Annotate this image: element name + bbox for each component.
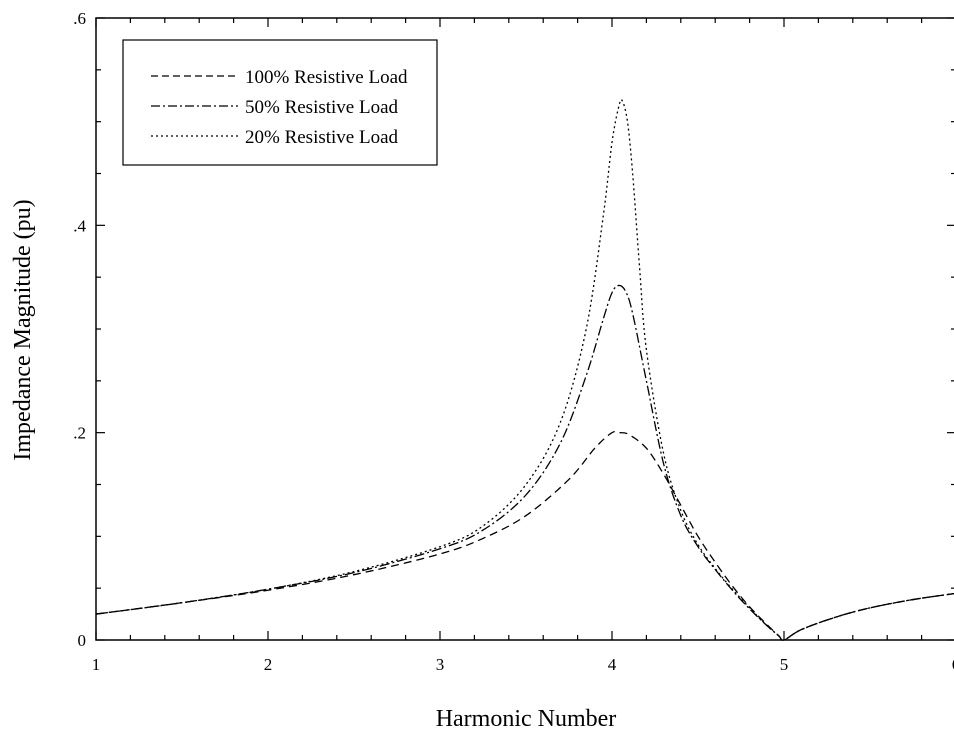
x-tick-label: 2: [264, 655, 273, 674]
y-axis-title: Impedance Magnitude (pu): [10, 199, 36, 460]
series-line-100-percent: [95, 430, 954, 641]
series-line-20-percent: [95, 98, 954, 641]
legend: 100% Resistive Load 50% Resistive Load 2…: [122, 39, 438, 166]
legend-box: [122, 39, 438, 166]
x-tick-label: 4: [608, 655, 617, 674]
y-tick-label: .6: [73, 9, 86, 28]
legend-label-100: 100% Resistive Load: [245, 67, 408, 88]
y-tick-label: 0: [78, 631, 87, 650]
labels-layer: 1 2 3 4 5 6 0 .2 .4 .6: [73, 9, 954, 674]
x-tick-label: 6: [952, 655, 954, 674]
series-line-50-percent: [95, 284, 954, 641]
legend-label-20: 20% Resistive Load: [245, 127, 399, 148]
y-tick-label: .2: [73, 424, 86, 443]
x-tick-label: 3: [436, 655, 445, 674]
legend-label-50: 50% Resistive Load: [245, 97, 399, 118]
x-axis-title: Harmonic Number: [436, 706, 617, 732]
x-tick-label: 1: [92, 655, 101, 674]
series-layer: [95, 98, 954, 641]
y-tick-label: .4: [73, 216, 86, 235]
ticks-layer: [95, 17, 954, 641]
x-tick-label: 5: [780, 655, 789, 674]
